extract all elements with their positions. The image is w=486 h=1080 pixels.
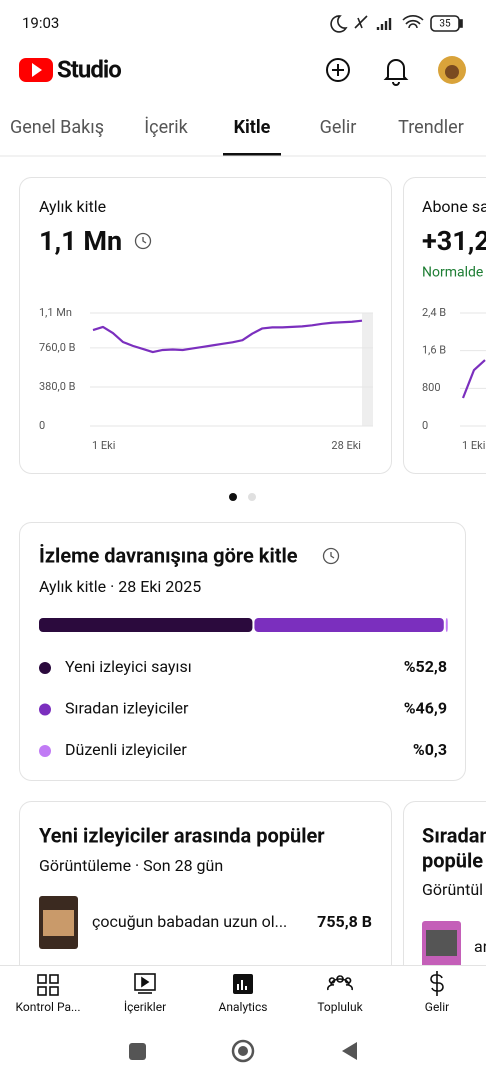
video-thumbnail[interactable] — [422, 921, 461, 974]
system-home[interactable] — [231, 1039, 255, 1063]
status-time: 19:03 — [22, 14, 59, 32]
create-button[interactable] — [326, 58, 350, 82]
y-tick-label: 2,4 B — [422, 306, 446, 319]
legend-label: Düzenli izleyiciler — [65, 740, 187, 759]
card-value: +31,2 — [422, 225, 486, 257]
nav-label[interactable]: Gelir — [425, 1000, 449, 1014]
card-title: popüle — [422, 848, 483, 872]
line-series — [92, 319, 363, 354]
nav-label[interactable]: İçerikler — [124, 999, 166, 1014]
pager-dot-active — [229, 493, 237, 501]
card-title: İzleme davranışına göre kitle — [39, 543, 298, 567]
y-tick-label: 0 — [422, 419, 428, 432]
bar-segment — [445, 618, 448, 632]
legend-label: Sıradan izleyiciler — [65, 699, 189, 718]
y-tick-label: 1,6 B — [422, 344, 446, 357]
card[interactable] — [19, 522, 466, 781]
legend-dot — [39, 745, 51, 757]
y-tick-label: 380,0 B — [39, 380, 76, 393]
x-tick-label: 28 Eki — [331, 439, 361, 452]
card-note: Normalde — [422, 265, 483, 281]
tab[interactable]: Gelir — [320, 117, 357, 138]
video-views: 755,8 B — [317, 912, 372, 931]
legend-value: %46,9 — [404, 699, 447, 718]
system-home-dot — [238, 1046, 248, 1056]
analytics-icon-bars — [237, 980, 247, 990]
system-recents[interactable] — [129, 1043, 146, 1060]
nav-label[interactable]: Kontrol Pa... — [16, 1000, 81, 1014]
logo-text: Studio — [57, 55, 121, 83]
bar-segment — [39, 618, 253, 632]
tab[interactable]: Kitle — [234, 117, 271, 138]
legend-dot — [39, 662, 51, 674]
battery-level: 35 — [439, 19, 451, 30]
avatar[interactable] — [438, 56, 466, 84]
line-series — [461, 359, 486, 399]
y-tick-label: 0 — [39, 419, 45, 432]
tab[interactable]: İçerik — [144, 117, 188, 138]
youtube-logo — [19, 58, 53, 82]
current-period-band — [362, 313, 373, 426]
y-tick-label: 1,1 Mn — [39, 306, 72, 319]
tab-indicator — [223, 153, 281, 156]
card-subtitle: Görüntüleme · Son 28 gün — [39, 856, 223, 875]
card-title: Sıradan — [422, 823, 486, 847]
tab[interactable]: Genel Bakış — [10, 117, 104, 138]
card-subtitle: Görüntül — [422, 880, 483, 899]
history-icon — [322, 547, 340, 565]
nav-label[interactable]: Analytics — [219, 1000, 268, 1014]
card-title: Aylık kitle — [39, 197, 106, 216]
card[interactable] — [19, 177, 392, 474]
legend-value: %0,3 — [413, 740, 447, 759]
x-tick-label: 1 Eki — [462, 439, 485, 452]
legend-dot — [39, 703, 51, 716]
nav-label[interactable]: Topluluk — [317, 1000, 363, 1014]
pager-dot — [248, 493, 256, 501]
y-tick-label: 800 — [422, 381, 441, 394]
card-value: 1,1 Mn — [39, 225, 122, 257]
legend-label: Yeni izleyici sayısı — [65, 657, 192, 676]
notifications-button[interactable] — [383, 59, 409, 86]
tab[interactable]: Trendler — [398, 117, 464, 138]
video-thumbnail[interactable] — [39, 896, 78, 949]
card[interactable] — [403, 177, 486, 474]
card-subtitle: Aylık kitle · 28 Eki 2025 — [39, 577, 201, 596]
y-tick-label: 760,0 B — [39, 341, 76, 354]
status-icons — [330, 15, 463, 33]
video-title[interactable]: ar — [474, 937, 486, 956]
system-back[interactable] — [342, 1042, 357, 1060]
bar-segment — [254, 618, 444, 632]
nav-icons — [37, 971, 444, 996]
x-tick-label: 1 Eki — [92, 439, 115, 452]
card-title: Yeni izleyiciler arasında popüler — [39, 823, 325, 847]
card-title: Abone sa — [422, 197, 486, 216]
video-title[interactable]: çocuğun babadan uzun ol... — [92, 912, 287, 931]
legend-value: %52,8 — [404, 657, 447, 676]
history-icon — [134, 232, 152, 250]
